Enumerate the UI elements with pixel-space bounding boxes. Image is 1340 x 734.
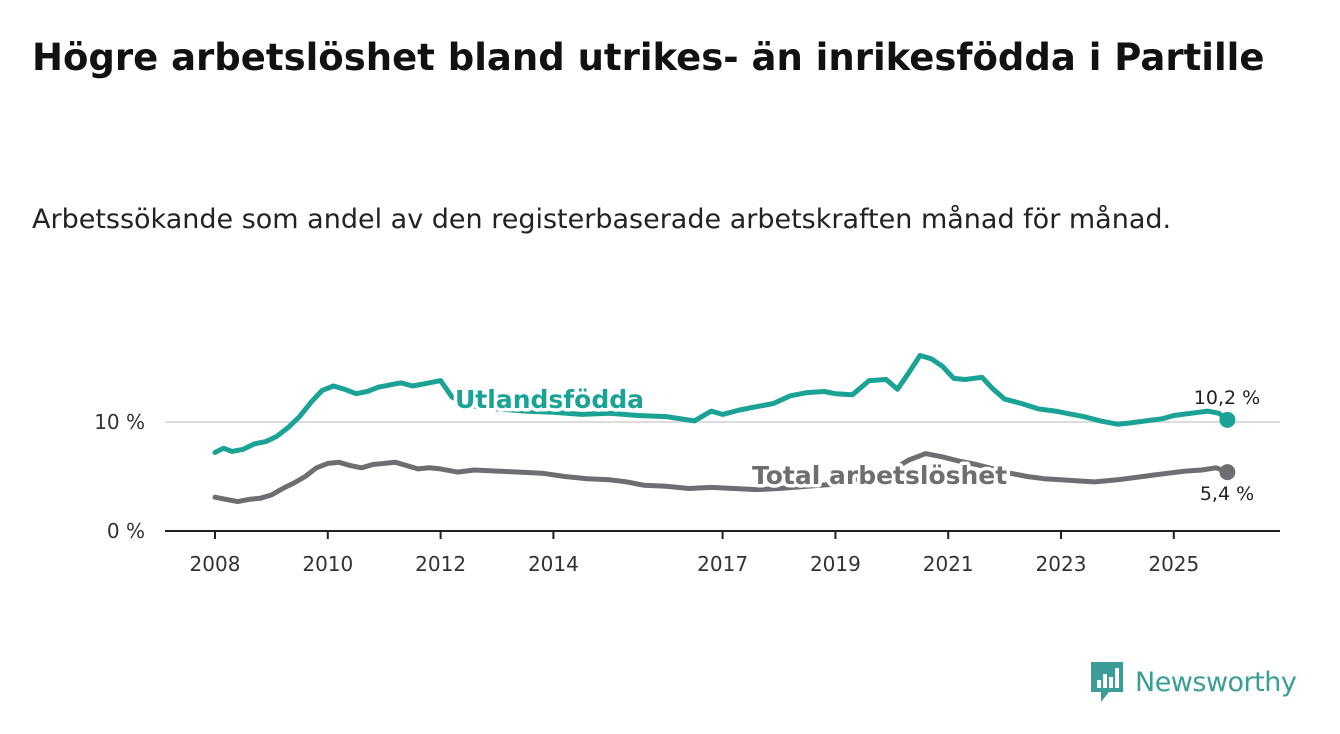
chart-subtitle: Arbetssökande som andel av den registerb… — [32, 204, 1172, 235]
series-label-total: Total arbetslöshet — [752, 461, 1007, 490]
chart-title: Högre arbetslöshet bland utrikes- än inr… — [32, 36, 1265, 79]
series-line-total — [212, 451, 1230, 505]
y-tick-label: 0 % — [107, 519, 145, 543]
x-tick-label: 2008 — [190, 552, 241, 576]
series-end-point-total — [1219, 464, 1236, 481]
series-end-point-utlandsfodda — [1219, 411, 1236, 428]
x-tick-label: 2010 — [302, 552, 353, 576]
brand-name: Newsworthy — [1135, 666, 1297, 698]
x-tick-label: 2023 — [1036, 552, 1087, 576]
end-value-label-utlandsfodda: 10,2 % — [1194, 387, 1260, 409]
x-tick-label: 2017 — [697, 552, 748, 576]
end-value-label-total: 5,4 % — [1200, 483, 1254, 505]
series-line-utlandsfodda — [212, 353, 1230, 455]
newsworthy-logo-icon — [1091, 662, 1123, 702]
y-tick-label: 10 % — [94, 410, 145, 434]
newsworthy-brand: Newsworthy — [1089, 660, 1297, 704]
x-tick-label: 2025 — [1148, 552, 1199, 576]
x-tick-label: 2014 — [528, 552, 579, 576]
x-tick-label: 2019 — [810, 552, 861, 576]
series-label-utlandsfodda: Utlandsfödda — [455, 385, 644, 414]
x-tick-label: 2021 — [923, 552, 974, 576]
x-tick-label: 2012 — [415, 552, 466, 576]
